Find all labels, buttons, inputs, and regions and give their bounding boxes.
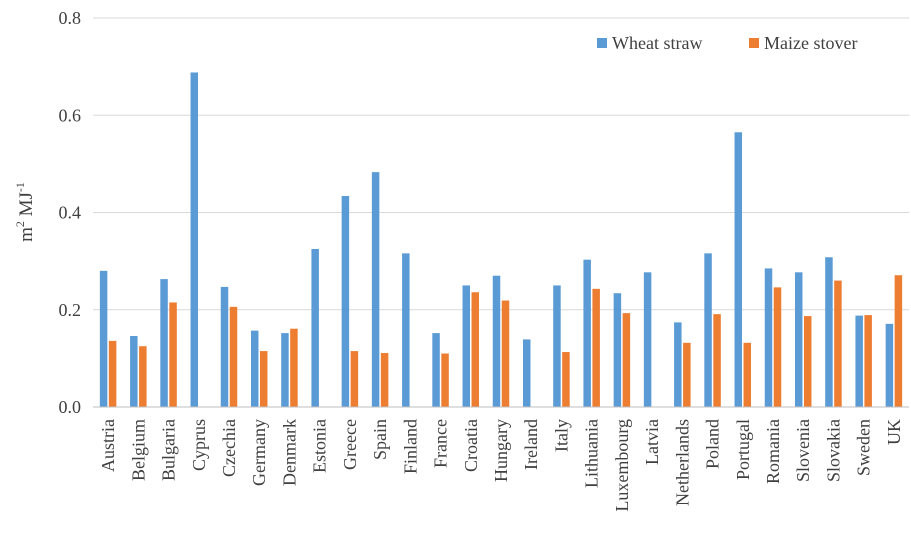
bar-wheat-straw-netherlands bbox=[674, 322, 682, 407]
x-tick-label-croatia: Croatia bbox=[461, 419, 481, 472]
x-tick-label-slovenia: Slovenia bbox=[793, 419, 813, 482]
bar-maize-stover-slovenia bbox=[803, 316, 812, 407]
x-tick-label-bulgaria: Bulgaria bbox=[159, 419, 179, 481]
x-tick-label-denmark: Denmark bbox=[279, 419, 299, 486]
bar-maize-stover-lithuania bbox=[592, 288, 600, 407]
y-axis-label-unit-mj: MJ bbox=[16, 192, 37, 221]
x-tick-label-sweden: Sweden bbox=[854, 419, 874, 476]
bar-wheat-straw-portugal bbox=[734, 132, 743, 407]
legend-swatch-wheat-straw bbox=[597, 38, 607, 48]
x-tick-label-uk: UK bbox=[884, 419, 904, 445]
y-tick-labels: 0.0 0.2 0.4 0.6 0.8 bbox=[59, 8, 82, 417]
bar-maize-stover-portugal bbox=[743, 342, 752, 407]
bar-maize-stover-poland bbox=[713, 314, 721, 407]
legend-label-wheat-straw: Wheat straw bbox=[612, 33, 702, 53]
bar-wheat-straw-luxembourg bbox=[613, 293, 622, 407]
x-tick-label-slovakia: Slovakia bbox=[823, 419, 843, 482]
x-tick-label-lithuania: Lithuania bbox=[582, 419, 602, 488]
x-tick-label-latvia: Latvia bbox=[642, 419, 662, 465]
bar-maize-stover-greece bbox=[350, 351, 359, 407]
bar-maize-stover-germany bbox=[259, 351, 268, 407]
x-tick-label-cyprus: Cyprus bbox=[189, 419, 209, 471]
bar-wheat-straw-italy bbox=[553, 285, 561, 407]
y-axis-label-sup-minus1: -1 bbox=[13, 182, 27, 192]
bar-maize-stover-bulgaria bbox=[169, 302, 177, 407]
bar-wheat-straw-uk bbox=[885, 323, 894, 407]
gridlines bbox=[93, 17, 909, 311]
bar-maize-stover-austria bbox=[108, 340, 117, 407]
bar-wheat-straw-hungary bbox=[492, 275, 501, 407]
x-tick-label-estonia: Estonia bbox=[310, 419, 330, 473]
bar-maize-stover-czechia bbox=[229, 306, 238, 407]
legend: Wheat straw Maize stover bbox=[597, 33, 857, 53]
x-tick-label-italy: Italy bbox=[551, 419, 571, 452]
bar-maize-stover-slovakia bbox=[834, 280, 842, 407]
bar-maize-stover-croatia bbox=[471, 292, 480, 407]
y-tick-label: 0.2 bbox=[59, 300, 82, 320]
bar-wheat-straw-denmark bbox=[281, 333, 289, 407]
x-tick-label-austria: Austria bbox=[98, 419, 118, 472]
bar-wheat-straw-romania bbox=[764, 268, 773, 407]
legend-label-maize-stover: Maize stover bbox=[764, 33, 857, 53]
bar-wheat-straw-austria bbox=[99, 270, 108, 407]
bar-wheat-straw-czechia bbox=[220, 286, 229, 407]
bar-wheat-straw-poland bbox=[704, 253, 712, 407]
bar-wheat-straw-estonia bbox=[311, 248, 319, 407]
bar-wheat-straw-cyprus bbox=[190, 72, 199, 408]
bar-wheat-straw-germany bbox=[250, 330, 259, 407]
bar-wheat-straw-croatia bbox=[462, 285, 471, 407]
y-tick-label: 0.6 bbox=[59, 105, 82, 125]
x-tick-label-france: France bbox=[431, 419, 451, 468]
bar-wheat-straw-greece bbox=[341, 195, 350, 407]
bar-wheat-straw-finland bbox=[402, 253, 410, 407]
bar-wheat-straw-ireland bbox=[522, 339, 531, 407]
x-tick-label-germany: Germany bbox=[249, 419, 269, 486]
x-tick-label-belgium: Belgium bbox=[128, 419, 148, 481]
bar-maize-stover-hungary bbox=[501, 300, 510, 407]
bar-maize-stover-france bbox=[441, 353, 449, 407]
x-tick-label-romania: Romania bbox=[763, 419, 783, 484]
bar-maize-stover-romania bbox=[773, 287, 782, 407]
y-axis-label: m2 MJ-1 bbox=[13, 182, 37, 242]
x-tick-labels: Austria Belgium Bulgaria Cyprus Czechia Germa… bbox=[98, 419, 904, 512]
bar-wheat-straw-spain bbox=[371, 172, 380, 407]
x-tick-label-poland: Poland bbox=[703, 419, 723, 469]
bar-wheat-straw-belgium bbox=[130, 336, 138, 407]
x-tick-label-luxembourg: Luxembourg bbox=[612, 419, 632, 512]
y-tick-label: 0.8 bbox=[59, 8, 82, 28]
bar-wheat-straw-slovenia bbox=[794, 272, 803, 407]
x-tick-label-netherlands: Netherlands bbox=[672, 419, 692, 506]
bar-wheat-straw-lithuania bbox=[583, 259, 591, 407]
x-tick-label-ireland: Ireland bbox=[521, 419, 541, 470]
y-axis-label-unit-m: m bbox=[16, 227, 37, 242]
bar-maize-stover-belgium bbox=[139, 346, 147, 407]
x-tick-label-finland: Finland bbox=[400, 419, 420, 474]
bar-maize-stover-uk bbox=[894, 275, 903, 407]
bar-wheat-straw-latvia bbox=[643, 272, 652, 407]
bar-maize-stover-italy bbox=[562, 352, 570, 407]
x-tick-label-czechia: Czechia bbox=[219, 419, 239, 477]
y-tick-label: 0.0 bbox=[59, 397, 82, 417]
bars bbox=[99, 72, 903, 408]
bar-wheat-straw-france bbox=[432, 333, 440, 407]
x-tick-label-spain: Spain bbox=[370, 419, 390, 460]
x-tick-label-hungary: Hungary bbox=[491, 419, 511, 482]
bar-maize-stover-spain bbox=[380, 353, 389, 407]
bar-maize-stover-denmark bbox=[290, 328, 298, 407]
x-tick-label-greece: Greece bbox=[340, 419, 360, 470]
bar-maize-stover-sweden bbox=[864, 315, 872, 407]
bar-wheat-straw-slovakia bbox=[825, 257, 833, 407]
legend-swatch-maize-stover bbox=[749, 38, 759, 48]
bar-wheat-straw-sweden bbox=[855, 315, 863, 407]
y-axis-label-sup-2: 2 bbox=[13, 221, 27, 227]
x-tick-label-portugal: Portugal bbox=[733, 419, 753, 480]
bar-wheat-straw-bulgaria bbox=[160, 279, 168, 407]
y-tick-label: 0.4 bbox=[59, 203, 82, 223]
bar-maize-stover-luxembourg bbox=[622, 313, 631, 407]
bar-maize-stover-netherlands bbox=[683, 342, 691, 407]
